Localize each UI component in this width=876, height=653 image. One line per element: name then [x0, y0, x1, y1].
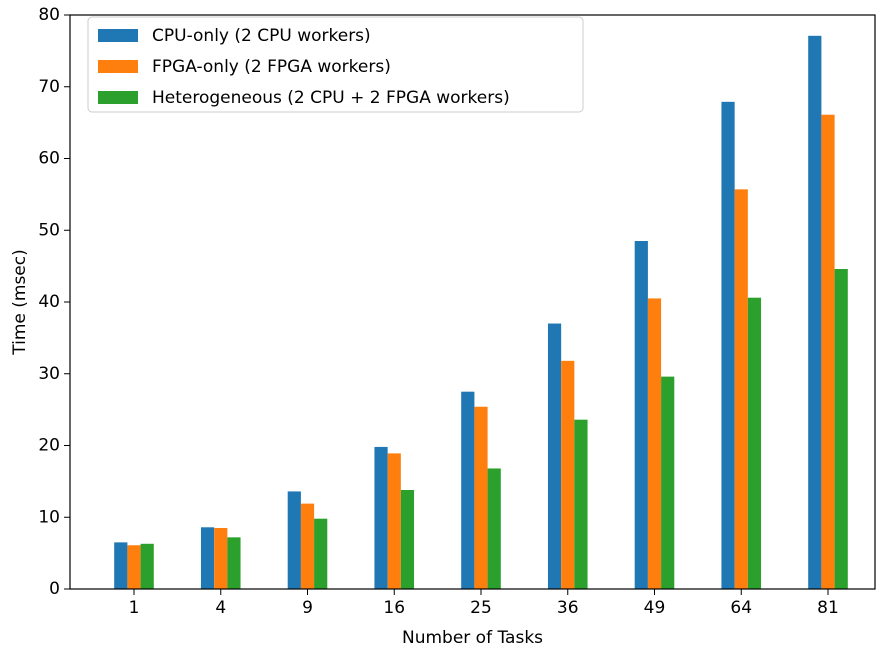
bar: [214, 528, 228, 589]
bar: [474, 406, 488, 589]
y-tick-label: 10: [38, 507, 60, 527]
x-tick-label: 49: [644, 598, 666, 618]
legend-swatch: [98, 91, 138, 104]
bar: [140, 543, 154, 589]
legend: CPU-only (2 CPU workers) FPGA-only (2 FPG…: [87, 16, 584, 113]
bar: [227, 537, 241, 589]
bar: [127, 545, 141, 589]
bar: [200, 527, 215, 589]
plot-frame: [69, 14, 876, 590]
legend-swatch: [98, 60, 138, 73]
legend-label: CPU-only (2 CPU workers): [152, 26, 371, 46]
bar: [300, 503, 315, 589]
y-tick-label: 60: [38, 149, 60, 169]
x-tick-label: 16: [383, 598, 405, 618]
legend-label: FPGA-only (2 FPGA workers): [152, 57, 391, 77]
y-tick-label: 50: [38, 220, 60, 240]
bar: [734, 189, 748, 590]
y-tick-label: 80: [38, 5, 60, 25]
y-tick-label: 20: [38, 436, 60, 456]
bar: [374, 446, 388, 589]
bar: [808, 35, 822, 590]
bar: [487, 468, 501, 589]
x-tick-label: 64: [730, 598, 752, 618]
x-tick-label: 9: [302, 598, 313, 618]
legend-box: [87, 16, 584, 113]
x-axis-label: Number of Tasks: [402, 628, 543, 648]
bar: [400, 489, 415, 589]
x-tick-label: 81: [817, 598, 839, 618]
bar: [821, 114, 835, 590]
bar: [834, 268, 848, 589]
x-tick-label: 1: [129, 598, 140, 618]
bar: [114, 542, 128, 589]
bar: [287, 491, 301, 589]
bar: [561, 360, 575, 589]
bar: [634, 241, 648, 589]
x-tick-label: 4: [215, 598, 226, 618]
x-tick-label: 36: [557, 598, 579, 618]
bar: [314, 518, 328, 589]
legend-swatch: [98, 29, 138, 42]
bar: [547, 323, 562, 589]
legend-label: Heterogeneous (2 CPU + 2 FPGA workers): [152, 88, 510, 108]
bar: [461, 391, 475, 589]
y-tick-label: 40: [38, 292, 60, 312]
bar: [647, 298, 662, 589]
bar: [574, 419, 588, 589]
y-axis-label: Time (msec): [10, 249, 30, 356]
bar: [747, 297, 762, 589]
bar: [387, 453, 401, 589]
bar: [721, 101, 735, 589]
bar: [661, 376, 675, 589]
y-tick-label: 0: [49, 579, 60, 599]
x-tick-label: 25: [470, 598, 492, 618]
y-tick-label: 30: [38, 364, 60, 384]
y-tick-label: 70: [38, 77, 60, 97]
